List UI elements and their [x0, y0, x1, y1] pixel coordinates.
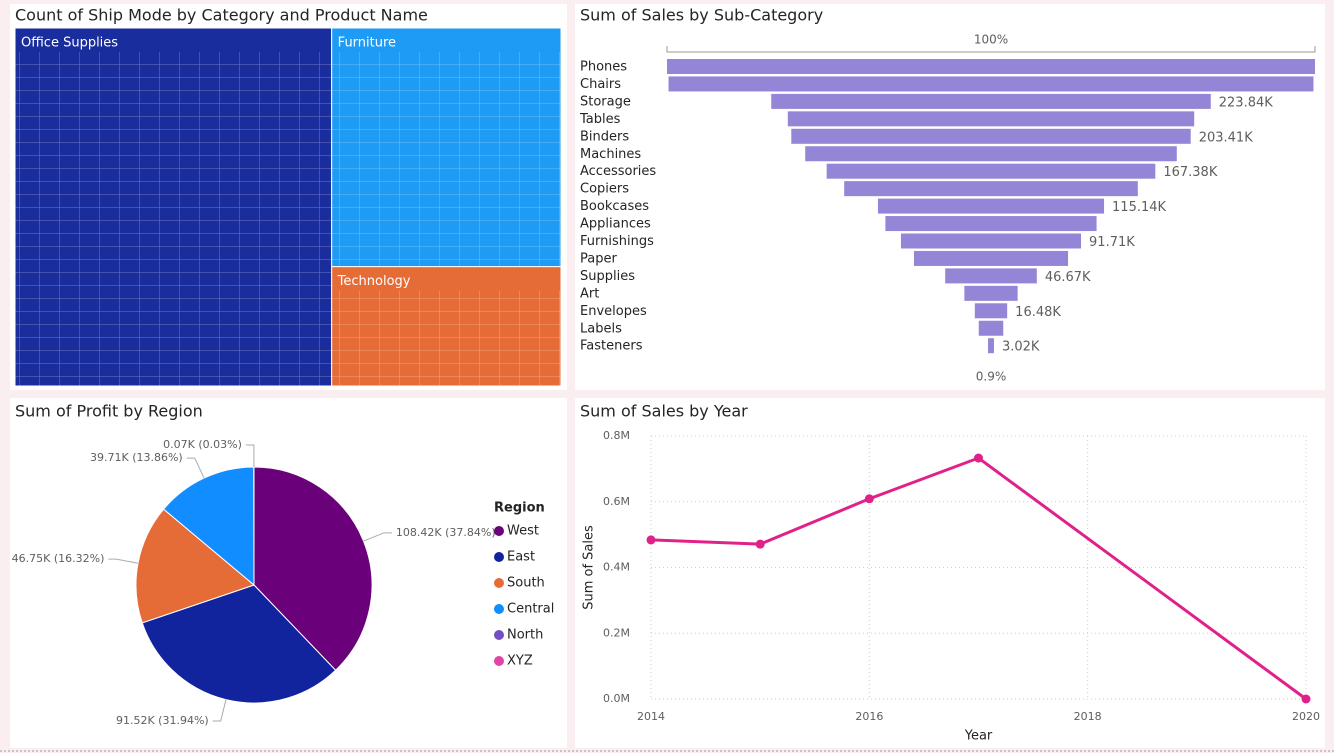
category-label: Appliances: [580, 217, 651, 232]
value-label: 115.14K: [1112, 200, 1166, 215]
pie-slice: [253, 466, 373, 671]
data-label: 108.42K (37.84%): [396, 526, 496, 539]
legend-marker: [494, 526, 504, 536]
legend-label: East: [507, 550, 535, 565]
x-tick-label: 2018: [1074, 710, 1102, 723]
x-tick-label: 2014: [637, 710, 665, 723]
legend-label: South: [507, 576, 545, 591]
funnel-bar: [667, 59, 1315, 74]
funnel-bar: [974, 303, 1008, 319]
category-label: Tables: [579, 112, 621, 127]
legend-label: Central: [507, 602, 554, 617]
tile-label: Office Supplies: [21, 36, 118, 51]
funnel-bar: [964, 285, 1018, 301]
category-label: Accessories: [580, 164, 656, 179]
tile-label: Technology: [337, 274, 411, 289]
x-tick-label: 2020: [1292, 710, 1320, 723]
leader-line: [186, 457, 205, 479]
funnel-bar: [978, 320, 1004, 336]
legend-marker: [494, 630, 504, 640]
y-tick-label: 0.6M: [603, 495, 630, 508]
category-label: Fasteners: [580, 339, 643, 354]
y-tick-label: 0.8M: [603, 429, 630, 442]
y-axis-label: Sum of Sales: [582, 525, 597, 610]
y-tick-label: 0.4M: [603, 561, 630, 574]
funnel-top-label: 100%: [974, 33, 1008, 47]
value-label: 223.84K: [1219, 95, 1273, 110]
category-label: Labels: [580, 321, 622, 336]
leader-line: [245, 444, 255, 468]
funnel-bar: [877, 198, 1105, 214]
value-label: 16.48K: [1015, 305, 1061, 320]
legend-marker: [494, 552, 504, 562]
chart-title: Count of Ship Mode by Category and Produ…: [15, 6, 428, 25]
funnel-bracket: [666, 46, 1316, 53]
point: [646, 535, 656, 545]
chart-title: Sum of Sales by Sub-Category: [580, 6, 823, 25]
value-label: 91.71K: [1089, 235, 1135, 250]
point: [864, 494, 874, 504]
x-axis-label: Year: [964, 729, 993, 744]
funnel-bar: [668, 76, 1314, 92]
leader-line: [212, 699, 227, 722]
data-label: 91.52K (31.94%): [116, 714, 209, 727]
tile-pattern: [331, 290, 561, 386]
funnel-bar: [844, 181, 1138, 197]
funnel-bar: [826, 163, 1156, 179]
legend-label: North: [507, 628, 543, 643]
data-label: 0.07K (0.03%): [163, 438, 242, 451]
leader-line: [108, 558, 139, 564]
y-tick-label: 0.0M: [603, 692, 630, 705]
legend-marker: [494, 578, 504, 588]
funnel-bar: [787, 111, 1195, 127]
funnel-bottom-label: 0.9%: [976, 370, 1007, 384]
category-label: Machines: [580, 147, 641, 162]
category-label: Supplies: [580, 269, 635, 284]
legend-label: West: [507, 524, 539, 539]
data-label: 46.75K (16.32%): [12, 552, 105, 565]
chart-title: Sum of Sales by Year: [580, 402, 748, 421]
funnel-bar: [988, 338, 994, 354]
tile-label: Furniture: [338, 36, 396, 51]
legend-marker: [494, 604, 504, 614]
category-label: Storage: [580, 94, 631, 109]
funnel-bar: [771, 93, 1211, 109]
category-label: Art: [580, 286, 599, 301]
x-tick-label: 2016: [855, 710, 883, 723]
funnel-bar: [945, 268, 1037, 284]
tile-pattern: [15, 52, 332, 386]
value-label: 46.67K: [1045, 270, 1091, 285]
category-label: Furnishings: [580, 234, 654, 249]
funnel-bar: [791, 128, 1191, 144]
y-tick-label: 0.2M: [603, 626, 630, 639]
point: [974, 453, 983, 463]
category-label: Phones: [580, 60, 627, 75]
panel: [575, 398, 1325, 748]
chart-title: Sum of Profit by Region: [15, 402, 203, 421]
value-label: 167.38K: [1163, 165, 1217, 180]
leader-line: [363, 532, 392, 542]
data-label: 39.71K (13.86%): [90, 451, 183, 464]
tile-pattern: [331, 52, 561, 267]
funnel-bar: [805, 146, 1177, 162]
category-label: Chairs: [580, 77, 621, 92]
category-label: Bookcases: [580, 199, 649, 214]
category-label: Paper: [580, 251, 617, 266]
point: [1301, 694, 1311, 704]
category-label: Copiers: [580, 182, 629, 197]
legend-title: Region: [494, 501, 545, 516]
category-label: Binders: [580, 129, 629, 144]
funnel-bar: [900, 233, 1082, 249]
funnel-bar: [913, 250, 1069, 266]
value-label: 3.02K: [1002, 340, 1040, 355]
legend-label: XYZ: [507, 654, 533, 669]
legend-marker: [494, 656, 504, 666]
funnel-bar: [885, 216, 1097, 232]
point: [755, 539, 765, 549]
category-label: Envelopes: [580, 304, 647, 319]
value-label: 203.41K: [1199, 130, 1253, 145]
pie-slice: [141, 584, 337, 704]
